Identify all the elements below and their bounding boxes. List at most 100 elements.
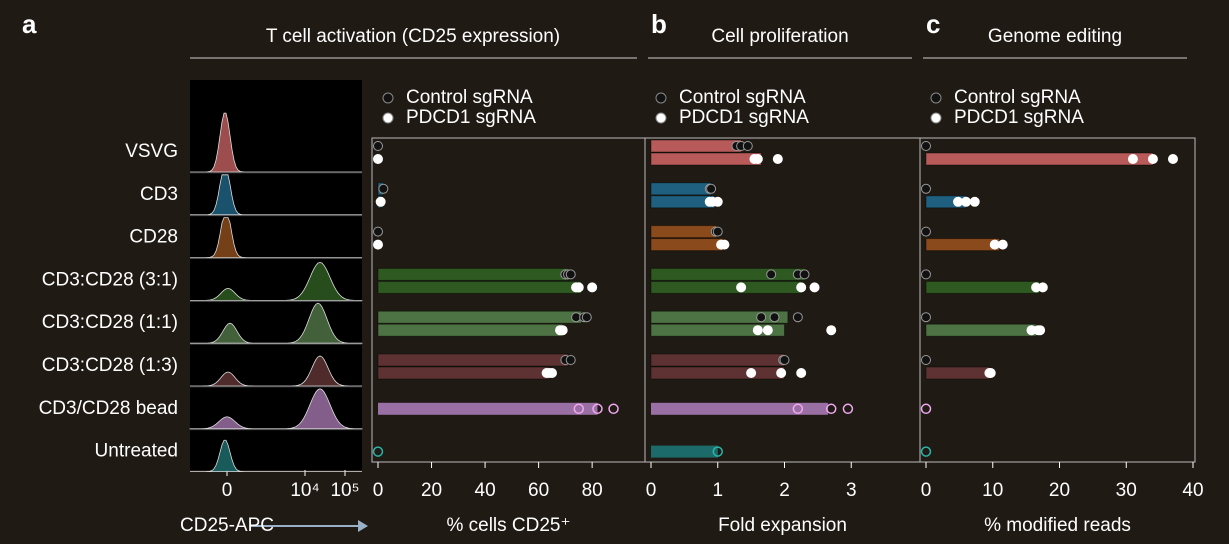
x-tick-label: 10: [982, 480, 1003, 501]
replicate-point: [373, 141, 383, 151]
x-tick-label: 0: [373, 480, 384, 501]
x-tick-label: 0: [646, 480, 657, 501]
category-label: VSVG: [125, 141, 178, 162]
replicate-point: [961, 196, 972, 207]
bar: [925, 238, 1000, 252]
density-curve: [190, 355, 362, 387]
replicate-point: [920, 446, 932, 457]
replicate-point: [573, 403, 585, 415]
x-tick-label: 20: [1049, 480, 1070, 501]
bar: [378, 402, 598, 415]
legend-marker: [382, 112, 394, 124]
replicate-point: [762, 325, 773, 336]
bar: [651, 445, 718, 458]
replicate-point: [826, 325, 837, 336]
panel-title: Genome editing: [988, 26, 1122, 47]
replicate-point: [565, 269, 576, 280]
replicate-point: [565, 355, 576, 365]
legend-label: Control sgRNA: [954, 87, 1081, 108]
bar: [377, 280, 582, 294]
replicate-point: [608, 403, 619, 415]
replicate-point: [796, 368, 807, 378]
category-label: CD3:CD28 (1:1): [42, 312, 178, 333]
replicate-point: [752, 325, 763, 336]
replicate-point: [373, 239, 383, 250]
density-curve: [190, 112, 362, 173]
replicate-point: [581, 312, 592, 323]
x-tick-label: 30: [1116, 480, 1137, 501]
x-tick-label: 2: [779, 480, 790, 501]
bar: [650, 225, 717, 239]
histogram-frame: [190, 80, 362, 470]
x-tick-label: 80: [582, 480, 603, 501]
replicate-point: [769, 312, 780, 323]
legend-label: PDCD1 sgRNA: [406, 107, 536, 128]
replicate-point: [792, 403, 804, 415]
density-curve: [190, 439, 362, 472]
replicate-point: [842, 403, 854, 415]
replicate-point: [920, 403, 932, 415]
panel-letter: b: [651, 9, 667, 39]
legend-marker: [655, 92, 667, 104]
replicate-point: [1035, 325, 1046, 336]
replicate-point: [573, 282, 584, 293]
legend-label: PDCD1 sgRNA: [679, 107, 809, 128]
bar: [377, 366, 550, 380]
bar: [650, 323, 785, 337]
replicate-point: [375, 196, 386, 207]
replicate-point: [921, 183, 931, 194]
axis-label: Fold expansion: [718, 515, 847, 536]
replicate-point: [746, 368, 757, 378]
replicate-point: [736, 282, 747, 293]
arrow-head: [358, 520, 368, 532]
density-curve: [190, 261, 363, 301]
x-tick-label: 0: [921, 480, 932, 501]
replicate-point: [809, 282, 820, 293]
replicate-point: [921, 141, 931, 151]
replicate-point: [592, 403, 603, 415]
category-label: CD3: [140, 184, 178, 205]
replicate-point: [921, 226, 931, 237]
x-tick-label: 60: [528, 480, 549, 501]
legend-marker: [382, 92, 394, 104]
bar: [650, 238, 724, 252]
panel-letter: a: [22, 9, 37, 39]
bar: [925, 366, 990, 380]
x-tick-label: 3: [846, 480, 857, 501]
legend-label: PDCD1 sgRNA: [954, 107, 1084, 128]
bar: [377, 353, 569, 367]
replicate-point: [1167, 154, 1178, 164]
x-tick-label: 0: [222, 480, 233, 501]
category-label: CD28: [129, 227, 178, 248]
replicate-point: [557, 325, 568, 336]
replicate-point: [546, 368, 557, 378]
legend-marker: [930, 112, 942, 124]
axis-label: % modified reads: [984, 515, 1131, 536]
replicate-point: [921, 269, 931, 280]
legend-label: Control sgRNA: [406, 87, 533, 108]
category-label: CD3/CD28 bead: [39, 398, 178, 419]
legend-marker: [655, 112, 667, 124]
replicate-point: [772, 154, 783, 164]
replicate-point: [712, 446, 723, 457]
x-tick-label: 10⁴: [290, 480, 319, 501]
replicate-point: [1127, 154, 1138, 164]
category-label: Untreated: [95, 441, 178, 462]
x-tick-label: 40: [475, 480, 496, 501]
replicate-point: [587, 282, 598, 293]
x-tick-label: 20: [421, 480, 442, 501]
replicate-point: [1037, 282, 1048, 293]
replicate-point: [752, 154, 763, 164]
replicate-point: [776, 368, 787, 378]
panel-title: T cell activation (CD25 expression): [266, 26, 560, 47]
plot-frame: [919, 137, 1196, 463]
bar: [651, 402, 828, 415]
bar: [650, 139, 742, 153]
density-curve: [190, 217, 362, 258]
bar: [925, 280, 1040, 294]
replicate-point: [756, 312, 767, 323]
bar: [377, 310, 582, 324]
x-tick-label: 10⁵: [330, 480, 359, 501]
replicate-point: [825, 403, 837, 415]
bar: [925, 152, 1154, 166]
